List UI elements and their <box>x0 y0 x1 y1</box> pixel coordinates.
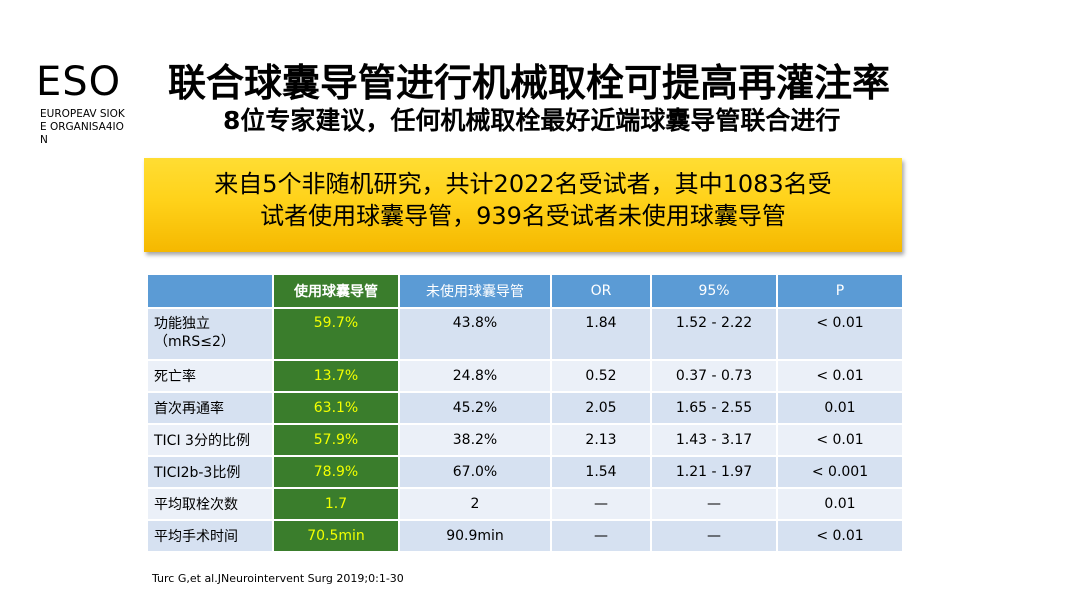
header-empty <box>146 273 274 309</box>
cell-p: 0.01 <box>776 487 904 521</box>
cell-ci: 0.37 - 0.73 <box>650 359 778 393</box>
table-row: 首次再通率 63.1% 45.2% 2.05 1.65 - 2.55 0.01 <box>146 391 904 425</box>
cell-with-balloon: 1.7 <box>272 487 400 521</box>
table-row: TICI2b-3比例 78.9% 67.0% 1.54 1.21 - 1.97 … <box>146 455 904 489</box>
cell-with-balloon: 63.1% <box>272 391 400 425</box>
slide-subtitle: 8位专家建议，任何机械取栓最好近端球囊导管联合进行 <box>223 106 841 135</box>
cell-without-balloon: 45.2% <box>398 391 552 425</box>
cell-ci: 1.21 - 1.97 <box>650 455 778 489</box>
header-or: OR <box>550 273 652 309</box>
table-header-row: 使用球囊导管 未使用球囊导管 OR 95% P <box>146 273 904 309</box>
cell-p: < 0.01 <box>776 519 904 553</box>
summary-banner: 来自5个非随机研究，共计2022名受试者，其中1083名受 试者使用球囊导管，9… <box>144 158 902 252</box>
summary-text: 来自5个非随机研究，共计2022名受试者，其中1083名受 试者使用球囊导管，9… <box>144 168 902 232</box>
eso-logo: ESO <box>36 59 122 105</box>
cell-with-balloon: 78.9% <box>272 455 400 489</box>
cell-without-balloon: 90.9min <box>398 519 552 553</box>
cell-or: 2.13 <box>550 423 652 457</box>
cell-ci: 1.65 - 2.55 <box>650 391 778 425</box>
cell-p: 0.01 <box>776 391 904 425</box>
cell-p: < 0.001 <box>776 455 904 489</box>
table-row: 功能独立 （mRS≤2） 59.7% 43.8% 1.84 1.52 - 2.2… <box>146 307 904 361</box>
summary-line-2: 试者使用球囊导管，939名受试者未使用球囊导管 <box>260 202 786 230</box>
cell-with-balloon: 59.7% <box>272 307 400 361</box>
header-ci: 95% <box>650 273 778 309</box>
table-row: 死亡率 13.7% 24.8% 0.52 0.37 - 0.73 < 0.01 <box>146 359 904 393</box>
results-table: 使用球囊导管 未使用球囊导管 OR 95% P 功能独立 （mRS≤2） 59.… <box>146 273 904 553</box>
cell-or: — <box>550 487 652 521</box>
cell-p: < 0.01 <box>776 359 904 393</box>
row-label: 平均手术时间 <box>146 519 274 553</box>
row-label: TICI 3分的比例 <box>146 423 274 457</box>
eso-logo-subtitle: EUROPEAV SIOKE ORGANISA4ION <box>40 108 125 146</box>
cell-without-balloon: 67.0% <box>398 455 552 489</box>
row-label: 功能独立 （mRS≤2） <box>146 307 274 361</box>
row-label: 平均取栓次数 <box>146 487 274 521</box>
row-label-line-1: 功能独立 <box>154 316 210 332</box>
cell-or: 1.54 <box>550 455 652 489</box>
cell-without-balloon: 43.8% <box>398 307 552 361</box>
row-label: 首次再通率 <box>146 391 274 425</box>
cell-or: 1.84 <box>550 307 652 361</box>
cell-without-balloon: 24.8% <box>398 359 552 393</box>
row-label: TICI2b-3比例 <box>146 455 274 489</box>
cell-ci: 1.43 - 3.17 <box>650 423 778 457</box>
summary-line-1: 来自5个非随机研究，共计2022名受试者，其中1083名受 <box>214 170 832 198</box>
cell-with-balloon: 57.9% <box>272 423 400 457</box>
header-with-balloon: 使用球囊导管 <box>272 273 400 309</box>
cell-or: 0.52 <box>550 359 652 393</box>
table-row: 平均手术时间 70.5min 90.9min — — < 0.01 <box>146 519 904 553</box>
row-label-line-2: （mRS≤2） <box>154 334 235 350</box>
cell-with-balloon: 13.7% <box>272 359 400 393</box>
cell-without-balloon: 2 <box>398 487 552 521</box>
slide-title: 联合球囊导管进行机械取栓可提高再灌注率 <box>168 61 891 105</box>
cell-or: — <box>550 519 652 553</box>
cell-ci: — <box>650 519 778 553</box>
cell-p: < 0.01 <box>776 307 904 361</box>
row-label: 死亡率 <box>146 359 274 393</box>
cell-or: 2.05 <box>550 391 652 425</box>
citation: Turc G,et al.JNeurointervent Surg 2019;0… <box>152 572 404 585</box>
cell-without-balloon: 38.2% <box>398 423 552 457</box>
table-row: TICI 3分的比例 57.9% 38.2% 2.13 1.43 - 3.17 … <box>146 423 904 457</box>
cell-p: < 0.01 <box>776 423 904 457</box>
header-p: P <box>776 273 904 309</box>
table-row: 平均取栓次数 1.7 2 — — 0.01 <box>146 487 904 521</box>
cell-ci: 1.52 - 2.22 <box>650 307 778 361</box>
cell-ci: — <box>650 487 778 521</box>
cell-with-balloon: 70.5min <box>272 519 400 553</box>
header-without-balloon: 未使用球囊导管 <box>398 273 552 309</box>
